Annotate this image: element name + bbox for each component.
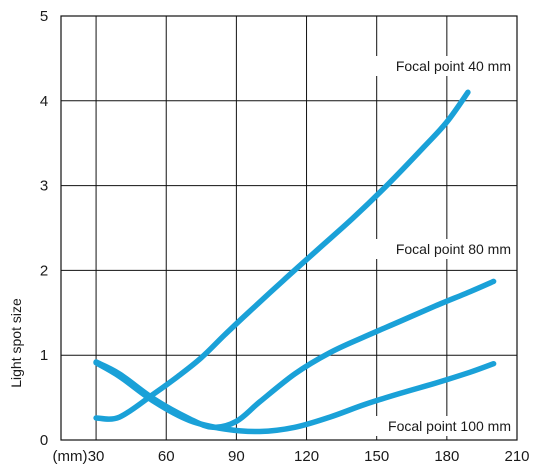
y-tick-label: 0	[40, 432, 48, 449]
x-tick-label: 180	[434, 448, 459, 465]
series-lines	[93, 89, 497, 435]
x-tick-label: 210	[504, 448, 529, 465]
series-annotation: Focal point 100 mm	[388, 418, 511, 434]
y-tick-label: 3	[40, 178, 48, 195]
series-annotation: Focal point 80 mm	[396, 241, 511, 257]
x-tick-label: 30	[88, 448, 105, 465]
annotation-background	[365, 416, 515, 436]
annotation-background	[365, 56, 515, 76]
x-tick-label: 90	[228, 448, 245, 465]
tick-labels: 30 60 90 120 150 180 210 0 1 2 3 4 5	[40, 8, 530, 465]
series-annotation: Focal point 40 mm	[396, 58, 511, 74]
series-annotations: Focal point 40 mm Focal point 80 mm Focal …	[365, 56, 515, 436]
x-tick-label: 60	[158, 448, 175, 465]
annotation-background	[365, 239, 515, 259]
y-tick-label: 5	[40, 8, 48, 25]
y-tick-label: 2	[40, 262, 48, 279]
series-line	[93, 360, 497, 435]
series-line	[93, 89, 471, 422]
plot-frame	[60, 15, 518, 441]
x-tick-label: 150	[364, 448, 389, 465]
y-tick-label: 4	[40, 93, 48, 110]
x-tick-label: 120	[294, 448, 319, 465]
y-axis-label: Light spot size	[8, 298, 24, 388]
y-tick-label: 1	[40, 347, 48, 364]
x-axis-unit: (mm)	[53, 448, 88, 465]
